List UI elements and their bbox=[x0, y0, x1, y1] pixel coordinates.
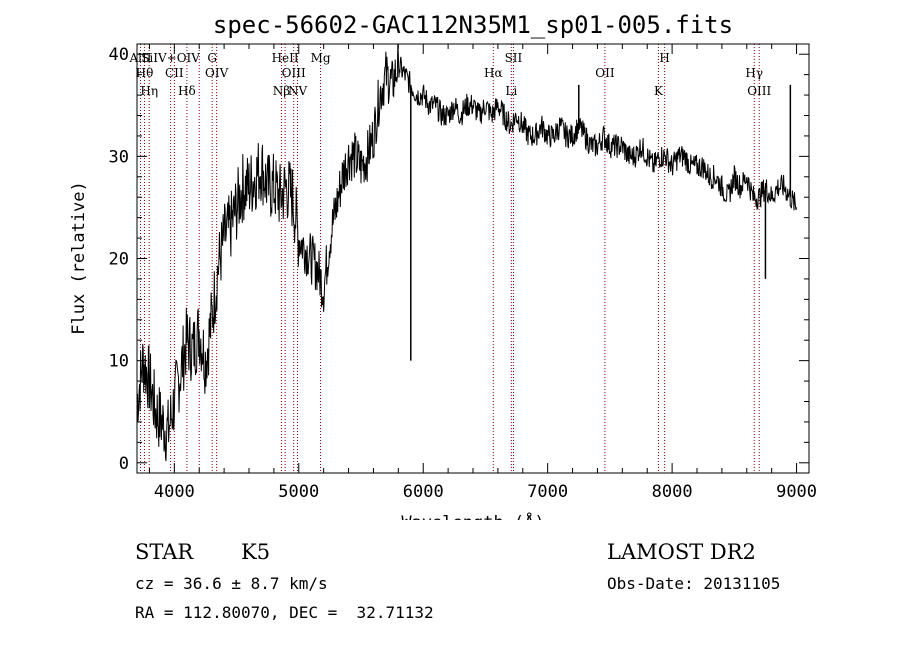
spectrum-spikes bbox=[410, 84, 792, 361]
x-axis-ticks: 4000 5000 6000 7000 8000 9000 bbox=[148, 44, 817, 502]
x-axis-label: Wavelength (Å) bbox=[401, 511, 544, 520]
spectral-line-label: OII bbox=[595, 66, 615, 80]
spectral-line-label: NV bbox=[288, 84, 308, 98]
spectral-line-label: Mg bbox=[311, 51, 331, 65]
spectral-line-label: Hδ bbox=[178, 84, 196, 98]
object-class: STAR bbox=[135, 540, 194, 564]
x-tick-label: 8000 bbox=[652, 482, 693, 502]
y-tick-label: 30 bbox=[109, 147, 129, 167]
spectral-line-label: HeII bbox=[272, 51, 299, 65]
redshift-cz: cz = 36.6 ± 8.7 km/s bbox=[135, 574, 328, 593]
x-tick-label: 7000 bbox=[527, 482, 568, 502]
spectral-line-label: Hη bbox=[140, 84, 158, 98]
spectrum-chart: spec-56602-GAC112N35M1_sp01-005.fits AlI… bbox=[69, 11, 817, 520]
x-tick-label: 5000 bbox=[278, 482, 319, 502]
spectral-line-label: SII bbox=[505, 51, 523, 65]
y-tick-label: 40 bbox=[109, 45, 129, 65]
x-tick-label: 6000 bbox=[403, 482, 444, 502]
ra-dec: RA = 112.80070, DEC = 32.71132 bbox=[135, 603, 434, 622]
spectral-line-label: SiIV+OIV bbox=[141, 51, 200, 65]
spectral-line-label: OIII bbox=[747, 84, 771, 98]
chart-title: spec-56602-GAC112N35M1_sp01-005.fits bbox=[213, 11, 733, 39]
survey-name: LAMOST DR2 bbox=[607, 540, 756, 564]
spectral-line-label: Li bbox=[505, 84, 517, 98]
object-subclass: K5 bbox=[241, 540, 271, 564]
spectral-line-label: K bbox=[654, 84, 664, 98]
y-axis-label: Flux (relative) bbox=[69, 181, 89, 335]
spectral-line-label: Hθ bbox=[136, 66, 154, 80]
y-tick-label: 20 bbox=[109, 250, 129, 270]
spectral-line-label: Hα bbox=[484, 66, 503, 80]
spectral-line-labels: AlIIHθHηSiIV+OIVCIIHδGOIVNβHeIIOIIINVMgH… bbox=[128, 51, 771, 98]
x-tick-label: 4000 bbox=[154, 482, 195, 502]
observation-date: Obs-Date: 20131105 bbox=[607, 574, 781, 593]
spectral-line-label: OIII bbox=[282, 66, 306, 80]
spectral-line-label: H bbox=[659, 51, 669, 65]
y-tick-label: 0 bbox=[119, 454, 129, 474]
spectral-line-label: OIV bbox=[205, 66, 229, 80]
spectral-line-label: G bbox=[207, 51, 217, 65]
spectrum-series-line bbox=[136, 44, 798, 462]
spectral-line-label: CII bbox=[165, 66, 184, 80]
spectral-line-label: Hγ bbox=[745, 66, 763, 80]
y-tick-label: 10 bbox=[109, 352, 129, 372]
spectral-line-label: Nβ bbox=[273, 84, 291, 98]
x-tick-label: 9000 bbox=[776, 482, 817, 502]
y-axis-ticks: 0 10 20 30 40 bbox=[109, 45, 809, 474]
